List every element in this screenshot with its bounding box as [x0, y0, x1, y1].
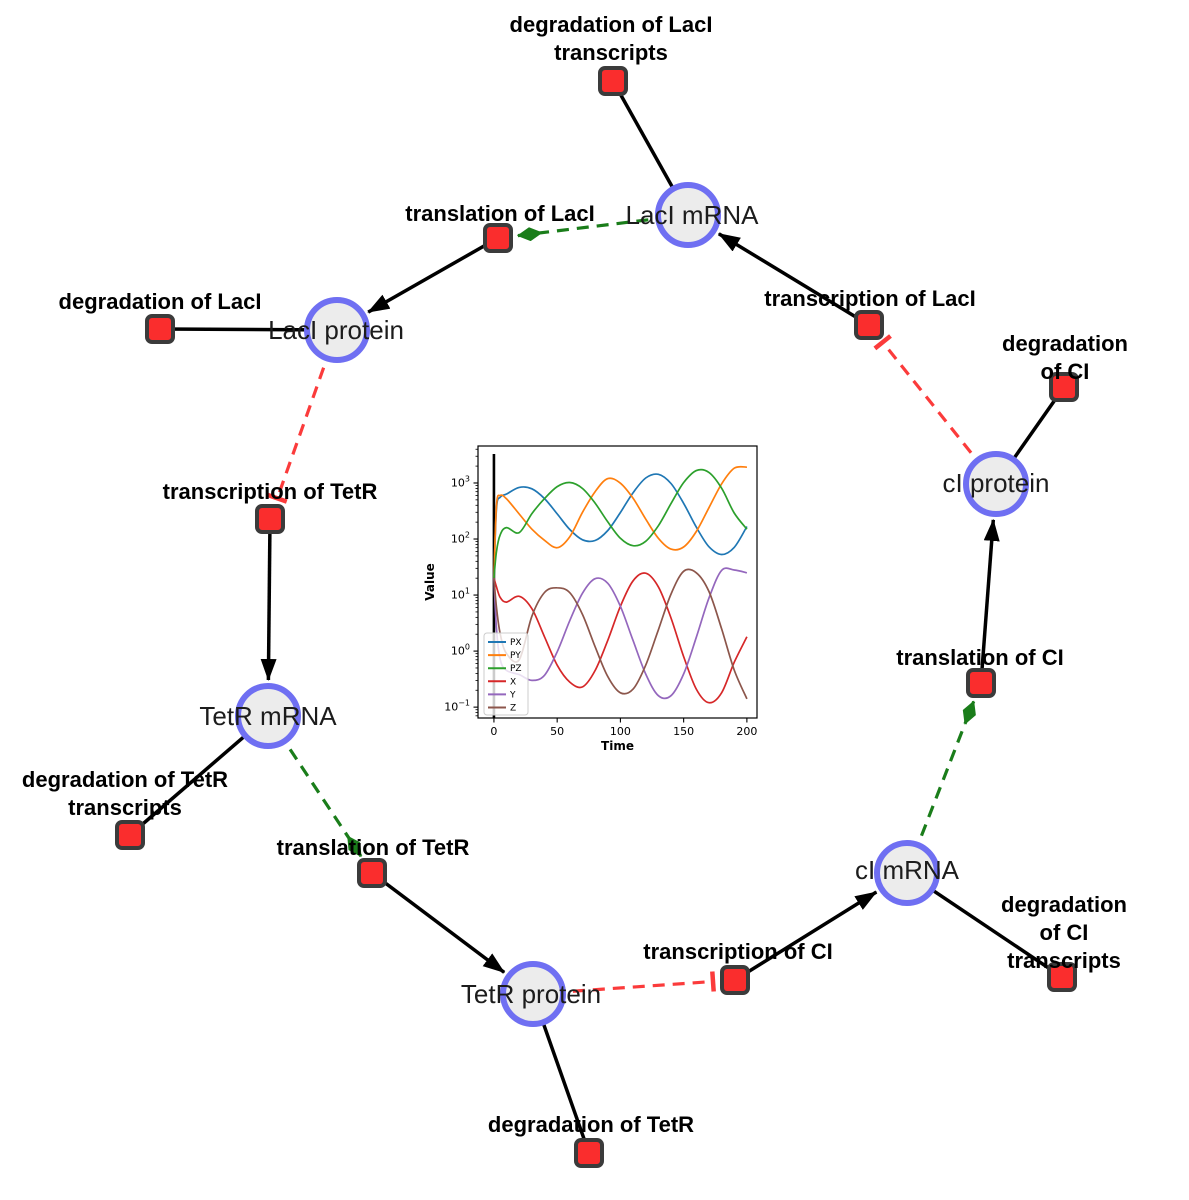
edge-translation-ci-to-ci-protein — [979, 518, 1000, 684]
x-tick-label: 50 — [550, 725, 564, 738]
x-tick-label: 150 — [673, 725, 694, 738]
species-node-tetr-protein — [500, 961, 566, 1027]
reaction-node-deg-laci-transcripts — [598, 66, 628, 96]
y-tick-label: 103 — [451, 474, 470, 489]
reaction-node-deg-laci — [145, 314, 175, 344]
reaction-node-translation-tetr — [357, 858, 387, 888]
y-tick-label: 101 — [451, 587, 470, 602]
y-tick-label: 10−1 — [444, 699, 470, 714]
legend-label-X: X — [510, 677, 516, 687]
chart-plot-frame — [477, 445, 758, 719]
species-node-laci-protein — [304, 297, 370, 363]
chart-series-PX — [493, 473, 748, 579]
legend-label-PX: PX — [510, 638, 522, 648]
edge-transcription-ci-to-ci-mrna — [734, 890, 878, 982]
edge-transcription-laci-to-laci-mrna — [717, 232, 870, 327]
legend-label-Z: Z — [510, 704, 516, 714]
x-tick-label: 0 — [490, 725, 497, 738]
chart-series-PY — [493, 465, 747, 579]
edge-transcription-tetr-to-tetr-mrna — [260, 518, 277, 681]
x-tick-label: 200 — [736, 725, 757, 738]
x-axis-label: Time — [601, 739, 634, 753]
species-node-laci-mrna — [655, 182, 721, 248]
legend-label-PZ: PZ — [510, 664, 522, 674]
legend-label-Y: Y — [509, 690, 516, 700]
y-axis-label: Value — [423, 563, 437, 601]
species-node-tetr-mrna — [235, 683, 301, 749]
chart-series-X — [493, 572, 748, 704]
reaction-node-deg-tetr-transcripts — [115, 820, 145, 850]
edge-translation-laci-to-laci-protein — [367, 236, 499, 314]
reaction-node-translation-ci — [966, 668, 996, 698]
edge-translation-tetr-to-tetr-protein — [370, 871, 506, 974]
reaction-node-transcription-ci — [720, 965, 750, 995]
species-node-ci-protein — [963, 451, 1029, 517]
x-tick-label: 100 — [610, 725, 631, 738]
inset-chart: 10−1 100 101 102 103 0 50 100 150 200 Time Value PX P… — [420, 438, 770, 768]
reaction-node-transcription-tetr — [255, 504, 285, 534]
y-tick-label: 102 — [451, 531, 470, 546]
reaction-node-deg-ci — [1049, 372, 1079, 402]
reaction-node-transcription-laci — [854, 310, 884, 340]
reaction-node-translation-laci — [483, 223, 513, 253]
chart-series-PZ — [493, 468, 748, 579]
legend-label-PY: PY — [510, 651, 521, 661]
species-node-ci-mrna — [874, 840, 940, 906]
reaction-node-deg-tetr — [574, 1138, 604, 1168]
inset-chart-canvas: 10−1 100 101 102 103 0 50 100 150 200 Time Value PX P… — [423, 445, 758, 753]
reaction-node-deg-ci-transcripts — [1047, 962, 1077, 992]
y-tick-label: 100 — [451, 643, 470, 658]
